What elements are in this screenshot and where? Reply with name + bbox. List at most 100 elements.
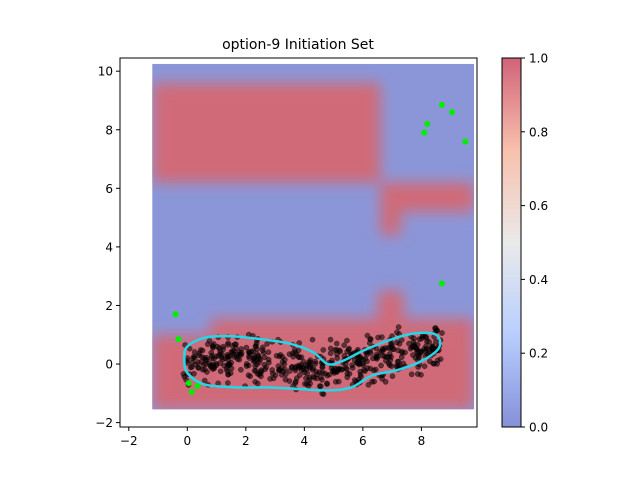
trajectory-point [209,342,216,349]
trajectory-point [344,366,350,372]
goal-point [449,109,456,116]
trajectory-point [213,362,220,369]
trajectory-point [416,336,423,343]
goal-point [438,280,445,287]
trajectory-point [365,382,372,388]
trajectory-point [327,336,334,343]
trajectory-point [282,371,289,378]
plot-frame [119,57,478,428]
trajectory-point [344,337,350,344]
goal-point [175,336,182,343]
goal-point [462,138,469,145]
trajectory-point [243,363,250,369]
trajectory-point [360,360,366,367]
trajectory-point [264,341,270,347]
heatmap-high-region [210,318,475,335]
trajectory-point [319,364,326,371]
trajectory-point [286,351,293,357]
trajectory-point [349,362,355,368]
trajectory-point [291,347,298,353]
trajectory-point [180,371,187,377]
trajectory-point [358,373,364,380]
trajectory-point [422,333,429,340]
trajectory-point [314,375,320,382]
trajectory-point [243,344,250,351]
trajectory-point [196,352,202,359]
trajectory-point [364,332,371,339]
trajectory-point [197,347,204,353]
colorbar-tick-label: 0.2 [529,347,548,361]
trajectory-point [357,368,364,375]
trajectory-point [187,364,194,371]
trajectory-point [253,368,259,374]
trajectory-point [395,347,401,354]
trajectory-point [415,371,421,377]
y-tick-label: −2 [95,416,113,430]
trajectory-point [208,349,215,356]
y-tick-label: 10 [98,65,113,79]
trajectory-point [307,357,314,363]
trajectory-point [371,378,377,385]
goal-point [188,388,195,395]
trajectory-point [238,366,244,373]
trajectory-point [332,378,339,385]
trajectory-point [199,366,206,373]
trajectory-point [408,371,415,378]
trajectory-point [387,345,393,351]
colorbar-tick-label: 0.6 [529,199,548,213]
initiation-boundary-contour [183,331,442,392]
x-tick-label: 4 [301,434,309,448]
x-axis: −2 0 2 4 6 8 [120,427,425,448]
trajectory-point [195,359,201,365]
trajectory-point [320,347,327,353]
trajectory-point [251,356,257,362]
trajectory-point [201,377,208,384]
trajectory-point [225,340,232,346]
colorbar-gradient [502,58,521,427]
trajectory-point [394,339,400,346]
trajectory-point [200,361,207,368]
x-tick-label: 0 [183,434,191,448]
trajectory-point [261,361,268,368]
trajectory-point [324,380,330,387]
trajectory-point [217,368,224,375]
trajectory-point [367,365,374,372]
trajectory-point [437,356,444,362]
trajectory-point [407,345,414,352]
y-tick-label: 4 [105,240,113,254]
trajectory-point [364,351,370,358]
trajectory-point [266,359,272,366]
trajectory-point [252,379,258,385]
trajectory-point [296,354,303,361]
trajectory-point [411,341,418,348]
trajectory-point [206,338,213,344]
trajectory-point [260,344,266,351]
trajectory-point [279,359,286,365]
trajectory-point [236,349,243,355]
trajectory-point [267,376,273,382]
x-tick-label: 2 [242,434,250,448]
trajectory-point [309,336,316,343]
trajectory-point [395,324,402,330]
goal-point [172,311,179,318]
trajectory-point [344,374,351,381]
trajectory-point [320,391,327,397]
trajectory-point [305,383,312,389]
trajectory-point [319,369,326,376]
trajectory-point [327,350,334,357]
trajectory-point [395,358,402,365]
trajectory-point [399,350,405,356]
x-tick-label: 6 [359,434,367,448]
y-tick-label: 0 [105,358,113,372]
goal-points [172,101,469,395]
trajectory-point [292,367,299,374]
colorbar-tick-label: 1.0 [529,52,548,66]
colorbar-tick-label: 0.4 [529,273,548,287]
trajectory-point [206,360,213,367]
goal-point [185,380,192,387]
colorbar-tick-label: 0.8 [529,125,548,139]
trajectory-point [306,377,312,383]
trajectory-point [269,367,275,373]
trajectory-point [220,343,226,350]
trajectory-point [379,348,385,355]
